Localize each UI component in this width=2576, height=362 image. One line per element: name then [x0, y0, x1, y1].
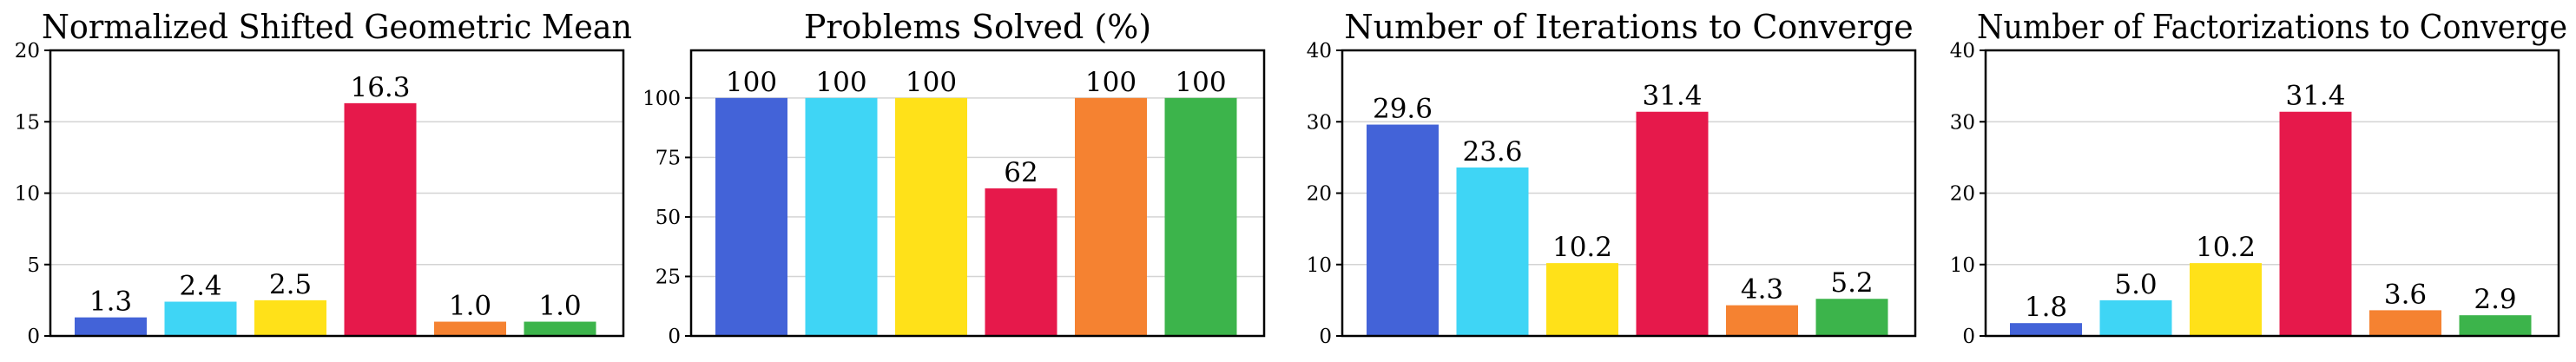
- data-label-6: 2.9: [2474, 284, 2516, 315]
- data-label-1: 100: [726, 67, 777, 98]
- bar-3: [895, 97, 967, 336]
- y-tick-label-1: 10: [1950, 254, 1975, 277]
- y-tick-label-1: 5: [27, 254, 40, 277]
- y-tick-label-0: 0: [1319, 326, 1332, 348]
- bar-4: [2279, 111, 2352, 337]
- data-label-3: 2.5: [269, 269, 312, 300]
- bar-5: [434, 321, 506, 336]
- axes-frame: [689, 49, 1266, 338]
- y-tick-label-0: 0: [27, 326, 40, 348]
- y-tick-label-1: 10: [1307, 254, 1332, 277]
- chart-title: Number of Iterations to Converge: [1344, 8, 1913, 46]
- y-tick-label-0: 0: [668, 326, 681, 348]
- data-label-4: 62: [1004, 157, 1038, 188]
- data-label-4: 16.3: [350, 72, 410, 103]
- y-tick-label-2: 20: [1307, 183, 1332, 206]
- bar-3: [2190, 263, 2262, 336]
- bar-6: [524, 321, 596, 336]
- data-label-1: 1.8: [2025, 292, 2067, 323]
- bar-4: [985, 188, 1057, 336]
- bar-2: [1456, 167, 1529, 336]
- bar-1: [2010, 323, 2082, 336]
- bar-2: [164, 301, 237, 336]
- chart-panel-3: 29.6 23.6 10.2 31.4 4.3 5.2 0 10 20 30 40 Number of…: [1307, 8, 1917, 348]
- data-label-1: 1.3: [89, 286, 132, 318]
- bar-6: [1164, 97, 1237, 336]
- bar-3: [1546, 263, 1618, 336]
- data-label-4: 31.4: [2285, 81, 2345, 112]
- bar-4: [1636, 111, 1709, 337]
- y-tick-label-2: 50: [656, 207, 681, 229]
- bar-6: [2459, 315, 2532, 336]
- data-label-3: 10.2: [1552, 232, 1612, 263]
- bar-1: [1367, 124, 1439, 336]
- bar-6: [1815, 299, 1888, 336]
- y-tick-label-4: 40: [1307, 40, 1332, 63]
- y-tick-label-3: 15: [15, 111, 40, 134]
- bar-5: [2369, 310, 2441, 336]
- data-label-2: 23.6: [1462, 136, 1522, 168]
- data-label-5: 1.0: [449, 291, 491, 322]
- data-label-3: 100: [906, 67, 957, 98]
- y-tick-label-4: 20: [15, 40, 40, 63]
- bar-2: [805, 97, 878, 336]
- y-tick-label-1: 25: [656, 266, 681, 288]
- data-label-5: 100: [1085, 67, 1136, 98]
- y-tick-label-4: 100: [642, 88, 681, 110]
- y-tick-label-3: 75: [656, 147, 681, 169]
- bar-5: [1075, 97, 1147, 336]
- data-label-6: 100: [1175, 67, 1226, 98]
- y-tick-label-2: 10: [15, 183, 40, 206]
- data-label-6: 1.0: [538, 291, 581, 322]
- y-tick-label-0: 0: [1962, 326, 1975, 348]
- data-label-6: 5.2: [1830, 267, 1873, 299]
- chart-title: Problems Solved (%): [804, 8, 1151, 46]
- chart-panel-2: 100 100 100 62 100 100 0 25 50 75 100 Problems Solv…: [642, 8, 1266, 348]
- bar-4: [344, 102, 417, 337]
- data-label-4: 31.4: [1642, 81, 1702, 112]
- data-label-2: 2.4: [179, 271, 221, 302]
- y-tick-label-3: 30: [1950, 111, 1975, 134]
- data-label-3: 10.2: [2196, 232, 2256, 263]
- data-label-2: 100: [815, 67, 866, 98]
- data-label-2: 5.0: [2114, 269, 2157, 300]
- chart-title: Normalized Shifted Geometric Mean: [42, 8, 632, 46]
- bar-5: [1726, 305, 1798, 336]
- bar-2: [2099, 299, 2172, 336]
- chart-title: Number of Factorizations to Converge: [1977, 8, 2567, 46]
- y-tick-label-3: 30: [1307, 111, 1332, 134]
- bar-3: [254, 299, 326, 336]
- data-label-1: 29.6: [1373, 94, 1433, 125]
- bar-1: [75, 317, 147, 336]
- y-tick-label-2: 20: [1950, 183, 1975, 206]
- bar-1: [715, 97, 787, 336]
- data-label-5: 4.3: [1741, 274, 1783, 306]
- y-tick-label-4: 40: [1950, 40, 1975, 63]
- data-label-5: 3.6: [2384, 279, 2427, 310]
